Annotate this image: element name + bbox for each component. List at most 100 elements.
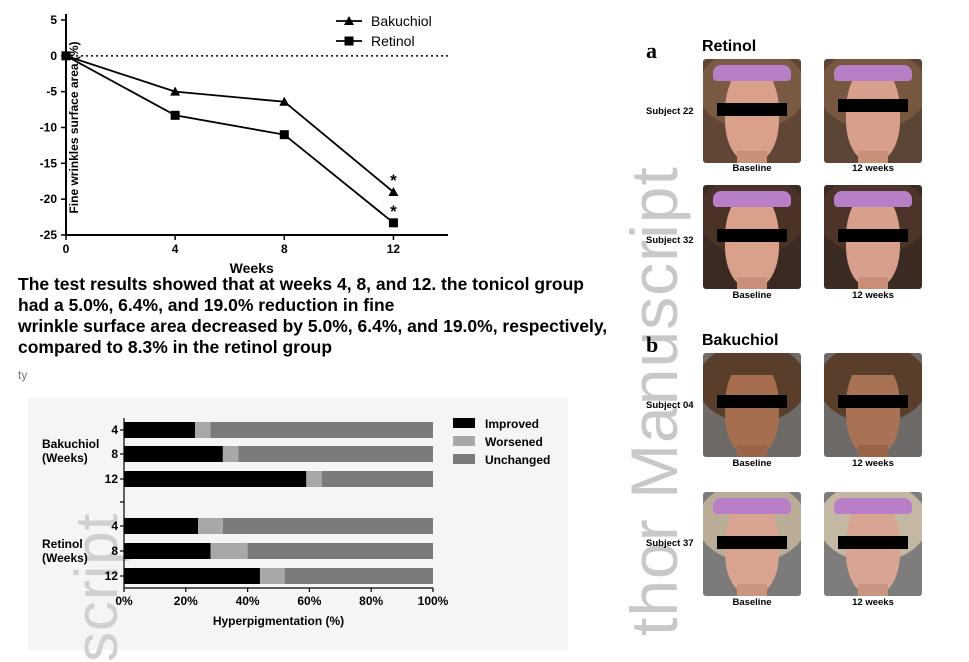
wrinkle-line-chart: 5 0 -5 -10 -15 -20 -25 0 4 8 12 Weeks Fine wrinkles … bbox=[40, 13, 448, 276]
y-axis-title: Fine wrinkles surface area (%) bbox=[67, 41, 81, 213]
legend-label: Bakuchiol bbox=[371, 13, 432, 29]
twelve-weeks-label: 12 weeks bbox=[852, 597, 894, 608]
panel-title-bakuchiol: Bakuchiol bbox=[702, 332, 779, 349]
x-tick-label: 80% bbox=[359, 594, 383, 608]
caption-line: compared to 8.3% in the retinol group bbox=[18, 337, 333, 357]
twelve-weeks-label: 12 weeks bbox=[852, 458, 894, 469]
improved-bar-segment bbox=[124, 568, 260, 584]
unchanged-bar-segment bbox=[321, 471, 433, 487]
caption-line: The test results showed that at weeks 4,… bbox=[18, 274, 584, 294]
legend-marker bbox=[344, 36, 354, 46]
legend-swatch bbox=[453, 454, 475, 464]
worsened-bar-segment bbox=[210, 543, 248, 559]
baseline-label: Baseline bbox=[732, 597, 772, 608]
legend-label: Unchanged bbox=[485, 453, 550, 467]
bakuchiol-point bbox=[170, 86, 181, 96]
subject-22-baseline-photo bbox=[703, 59, 801, 163]
baseline-label: Baseline bbox=[732, 290, 772, 301]
worsened-bar-segment bbox=[259, 568, 285, 584]
legend-label: Retinol bbox=[371, 33, 415, 49]
unchanged-bar-segment bbox=[210, 422, 433, 438]
retinol-point bbox=[170, 110, 180, 120]
panel-title-retinol: Retinol bbox=[702, 38, 757, 55]
x-tick-label: 60% bbox=[297, 594, 321, 608]
subject-32-baseline-photo bbox=[703, 185, 801, 289]
baseline-label: Baseline bbox=[732, 458, 772, 469]
y-tick-label: -5 bbox=[46, 85, 57, 99]
improved-bar-segment bbox=[124, 422, 196, 438]
significance-asterisk: * bbox=[390, 171, 397, 190]
bakuchiol-point bbox=[279, 96, 290, 106]
week-label: 4 bbox=[111, 423, 118, 437]
y-tick-label: -25 bbox=[40, 228, 58, 242]
legend-label: Improved bbox=[485, 417, 539, 431]
baseline-label: Baseline bbox=[732, 163, 772, 174]
subject-37-12-weeks-photo bbox=[824, 492, 922, 596]
group-label: (Weeks) bbox=[42, 551, 88, 565]
subject-label: Subject 22 bbox=[646, 106, 694, 117]
panel-letter-a: a bbox=[646, 38, 657, 63]
y-tick-label: 0 bbox=[50, 49, 57, 63]
improved-bar-segment bbox=[124, 543, 211, 559]
y-tick-label: -10 bbox=[40, 121, 58, 135]
improved-bar-segment bbox=[124, 446, 223, 462]
subject-22-12-weeks-photo bbox=[824, 59, 922, 163]
legend-swatch bbox=[453, 436, 475, 446]
significance-asterisk: * bbox=[390, 202, 397, 221]
group-label: Bakuchiol bbox=[42, 437, 99, 451]
week-label: 4 bbox=[111, 519, 118, 533]
unchanged-bar-segment bbox=[247, 543, 433, 559]
y-tick-label: -15 bbox=[40, 156, 58, 170]
y-tick-label: -20 bbox=[40, 192, 58, 206]
group-label: (Weeks) bbox=[42, 451, 88, 465]
caption-fragment: ty bbox=[18, 368, 28, 382]
week-label: 12 bbox=[105, 569, 119, 583]
x-tick-label: 20% bbox=[174, 594, 198, 608]
subject-04-12-weeks-photo bbox=[824, 353, 922, 457]
retinol-point bbox=[279, 130, 289, 140]
unchanged-bar-segment bbox=[238, 446, 433, 462]
legend-marker bbox=[344, 16, 354, 25]
worsened-bar-segment bbox=[306, 471, 322, 487]
retinol-line bbox=[65, 55, 394, 224]
subject-32-12-weeks-photo bbox=[824, 185, 922, 289]
retinol-point bbox=[61, 51, 71, 61]
caption-line: wrinkle surface area decreased by 5.0%, … bbox=[18, 316, 608, 336]
hyperpigmentation-bar-chart: 4812Bakuchiol(Weeks)4812Retinol(Weeks)0%… bbox=[42, 417, 550, 628]
x-axis-title: Hyperpigmentation (%) bbox=[213, 614, 344, 628]
twelve-weeks-label: 12 weeks bbox=[852, 290, 894, 301]
retinol-point bbox=[388, 218, 398, 228]
bakuchiol-point bbox=[388, 187, 399, 196]
caption-line: had a 5.0%, 6.4%, and 19.0% reduction in… bbox=[18, 295, 395, 315]
bakuchiol-line bbox=[65, 54, 395, 193]
x-tick-label: 0 bbox=[63, 242, 70, 256]
subject-label: Subject 32 bbox=[646, 235, 694, 246]
unchanged-bar-segment bbox=[284, 568, 433, 584]
x-tick-label: 0% bbox=[115, 594, 133, 608]
x-tick-label: 4 bbox=[172, 242, 179, 256]
worsened-bar-segment bbox=[222, 446, 239, 462]
improved-bar-segment bbox=[124, 471, 307, 487]
results-caption: The test results showed that at weeks 4,… bbox=[18, 274, 668, 358]
photo-panel: a Retinol b Bakuchiol Subject 22 Subject… bbox=[630, 30, 969, 620]
subject-04-baseline-photo bbox=[703, 353, 801, 457]
x-tick-label: 100% bbox=[418, 594, 449, 608]
x-tick-label: 40% bbox=[236, 594, 260, 608]
week-label: 8 bbox=[111, 544, 118, 558]
group-label: Retinol bbox=[42, 537, 83, 551]
week-label: 12 bbox=[105, 472, 119, 486]
twelve-weeks-label: 12 weeks bbox=[852, 163, 894, 174]
worsened-bar-segment bbox=[195, 422, 211, 438]
legend-swatch bbox=[453, 418, 475, 428]
worsened-bar-segment bbox=[198, 518, 223, 534]
x-axis-title: Weeks bbox=[230, 260, 274, 276]
y-tick-label: 5 bbox=[50, 13, 57, 27]
x-tick-label: 8 bbox=[281, 242, 288, 256]
legend-label: Worsened bbox=[485, 435, 543, 449]
subject-label: Subject 37 bbox=[646, 538, 694, 549]
panel-letter-b: b bbox=[646, 332, 659, 357]
week-label: 8 bbox=[111, 447, 118, 461]
subject-37-baseline-photo bbox=[703, 492, 801, 596]
subject-label: Subject 04 bbox=[646, 400, 694, 411]
unchanged-bar-segment bbox=[222, 518, 433, 534]
